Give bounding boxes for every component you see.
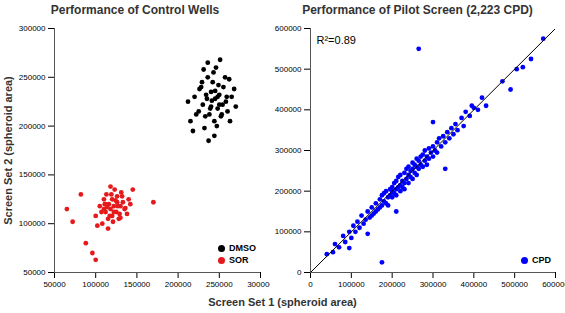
html-text:Screen Set 1 (spheroid area): Screen Set 1 (spheroid area) (208, 296, 357, 308)
svg-text:200000: 200000 (19, 122, 46, 131)
svg-text:300000: 300000 (247, 280, 270, 289)
html-text:Performance of Control Wells: Performance of Control Wells (50, 3, 220, 17)
svg-text:300000: 300000 (19, 24, 46, 33)
svg-text:600000: 600000 (275, 24, 302, 33)
svg-text:200000: 200000 (165, 280, 192, 289)
svg-text:250000: 250000 (19, 73, 46, 82)
html-text:DMSO: DMSO (229, 243, 256, 253)
svg-text:100000: 100000 (82, 280, 109, 289)
svg-text:500000: 500000 (275, 65, 302, 74)
html-text:SOR: SOR (229, 255, 249, 265)
svg-text:100000: 100000 (338, 280, 365, 289)
svg-text:200000: 200000 (379, 280, 406, 289)
svg-text:0: 0 (297, 268, 302, 277)
svg-text:Screen Set 2 (spheroid area): Screen Set 2 (spheroid area) (2, 76, 14, 225)
html-text:CPD: CPD (532, 255, 551, 265)
svg-text:200000: 200000 (275, 187, 302, 196)
svg-text:100000: 100000 (19, 219, 46, 228)
svg-text:400000: 400000 (460, 280, 487, 289)
svg-text:150000: 150000 (124, 280, 151, 289)
html-text:Performance of Pilot Screen (2: Performance of Pilot Screen (2,223 CPD) (302, 3, 533, 17)
svg-text:300000: 300000 (420, 280, 447, 289)
svg-text:500000: 500000 (501, 280, 528, 289)
svg-text:150000: 150000 (19, 170, 46, 179)
svg-text:0: 0 (308, 280, 313, 289)
svg-text:50000: 50000 (43, 280, 66, 289)
svg-text:250000: 250000 (206, 280, 233, 289)
svg-text:100000: 100000 (275, 227, 302, 236)
svg-text:R²=0.89: R²=0.89 (317, 34, 356, 46)
svg-text:400000: 400000 (275, 105, 302, 114)
svg-text:600000: 600000 (542, 280, 565, 289)
svg-text:50000: 50000 (23, 268, 46, 277)
svg-text:300000: 300000 (275, 146, 302, 155)
